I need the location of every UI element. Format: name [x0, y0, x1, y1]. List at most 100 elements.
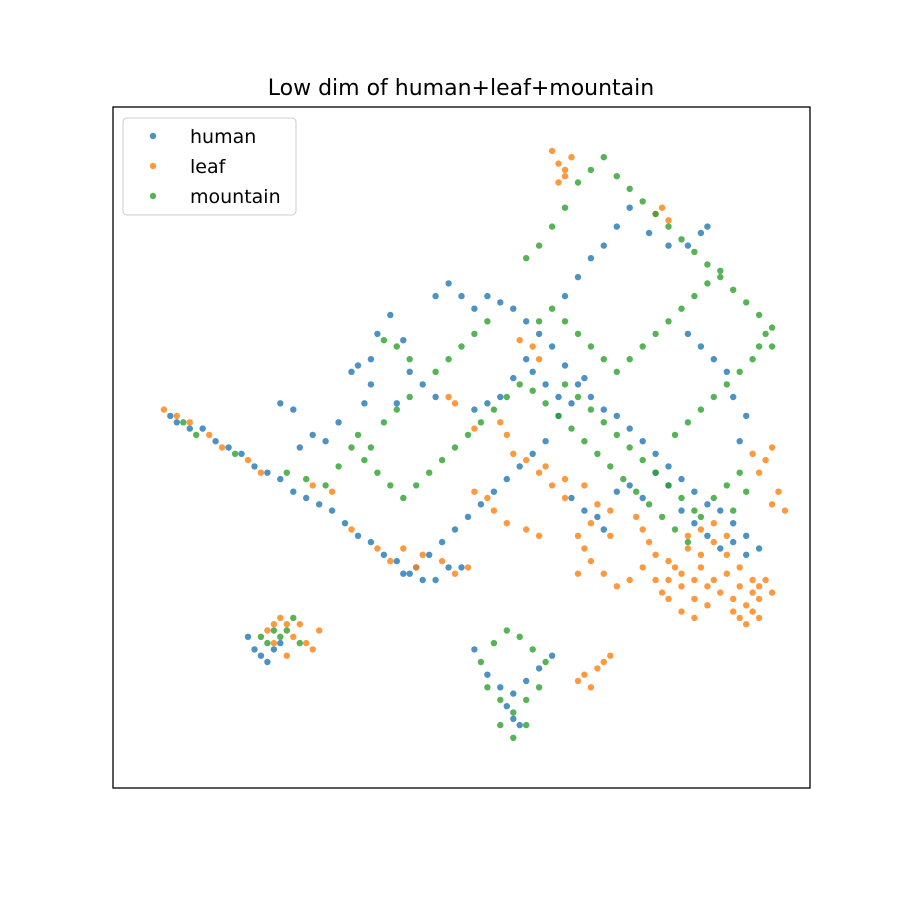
point-leaf-10: [374, 545, 381, 552]
point-human-47: [587, 393, 595, 401]
point-leaf-78: [561, 166, 569, 174]
point-human-87: [477, 501, 485, 508]
point-mountain-6: [335, 463, 342, 470]
point-human-66: [697, 343, 705, 350]
point-leaf-46: [749, 589, 756, 596]
point-human-11: [303, 494, 310, 502]
point-human-52: [652, 450, 659, 457]
point-leaf-60: [749, 608, 756, 615]
point-mountain-35: [710, 494, 717, 502]
point-human-124: [257, 652, 265, 659]
point-human-50: [626, 425, 633, 432]
point-leaf-129: [607, 652, 614, 659]
point-mountain-53: [691, 248, 698, 256]
point-leaf-72: [684, 532, 692, 539]
point-mountain-2: [231, 450, 239, 457]
point-human-53: [665, 463, 672, 470]
point-human-110: [730, 538, 737, 546]
point-human-135: [471, 406, 478, 413]
point-mountain-18: [490, 406, 498, 413]
point-mountain-60: [535, 318, 543, 325]
point-human-24: [296, 444, 303, 451]
point-human-2: [186, 425, 193, 432]
point-human-119: [503, 703, 510, 710]
point-mountain-7: [348, 444, 355, 451]
point-leaf-26: [484, 494, 491, 502]
point-leaf-23: [548, 482, 556, 489]
point-leaf-103: [445, 393, 452, 401]
point-human-79: [581, 374, 588, 382]
point-mountain-44: [574, 179, 582, 186]
point-leaf-71: [671, 564, 679, 571]
point-human-138: [510, 374, 517, 382]
point-leaf-58: [723, 570, 730, 577]
point-human-88: [464, 513, 472, 521]
point-mountain-82: [652, 469, 659, 476]
point-mountain-48: [626, 185, 633, 192]
point-leaf-53: [710, 538, 717, 546]
point-leaf-120: [283, 652, 290, 659]
point-mountain-10: [387, 482, 394, 489]
point-human-58: [730, 520, 737, 527]
point-human-30: [361, 400, 368, 407]
point-human-51: [639, 438, 646, 445]
point-leaf-87: [581, 482, 588, 489]
point-human-14: [341, 520, 349, 527]
point-mountain-36: [723, 482, 730, 489]
point-mountain-85: [691, 507, 698, 514]
point-leaf-27: [490, 507, 498, 514]
point-mountain-70: [665, 318, 672, 325]
point-leaf-66: [704, 602, 711, 609]
point-human-40: [497, 299, 504, 306]
point-human-111: [743, 551, 750, 558]
point-leaf-39: [665, 557, 672, 565]
point-mountain-86: [477, 658, 485, 666]
point-mountain-125: [736, 368, 743, 375]
point-human-113: [484, 671, 491, 678]
point-mountain-30: [645, 501, 653, 508]
point-mountain-98: [523, 721, 530, 729]
point-human-48: [600, 406, 607, 413]
point-human-72: [613, 223, 620, 230]
data-points: [160, 147, 789, 741]
point-leaf-116: [283, 621, 290, 628]
point-leaf-54: [697, 551, 705, 558]
point-leaf-30: [535, 532, 543, 539]
point-human-96: [555, 393, 562, 401]
point-leaf-42: [704, 583, 711, 590]
point-human-49: [613, 412, 620, 420]
point-mountain-95: [523, 696, 530, 704]
point-leaf-119: [303, 639, 310, 647]
point-human-130: [367, 381, 375, 388]
point-leaf-97: [665, 595, 672, 603]
point-mountain-24: [568, 425, 575, 432]
point-human-91: [426, 551, 433, 558]
point-mountain-74: [717, 267, 724, 274]
point-leaf-96: [652, 576, 659, 584]
point-mountain-21: [529, 387, 536, 394]
point-mountain-111: [484, 318, 491, 325]
point-mountain-33: [684, 538, 692, 546]
point-mountain-62: [561, 318, 569, 325]
point-leaf-3: [206, 431, 213, 439]
point-mountain-107: [432, 368, 439, 375]
point-mountain-75: [561, 381, 569, 388]
point-leaf-31: [574, 532, 582, 539]
point-leaf-127: [594, 665, 601, 672]
point-mountain-81: [639, 456, 646, 464]
point-mountain-31: [658, 513, 666, 521]
point-mountain-16: [464, 431, 472, 439]
point-leaf-40: [678, 570, 685, 577]
point-mountain-99: [510, 734, 517, 741]
point-leaf-7: [309, 482, 316, 489]
point-mountain-27: [607, 463, 614, 470]
point-human-18: [393, 557, 400, 565]
point-mountain-47: [613, 173, 620, 180]
point-mountain-113: [393, 343, 400, 350]
point-human-122: [244, 633, 252, 640]
point-human-42: [523, 318, 530, 325]
point-human-15: [354, 532, 362, 539]
point-human-80: [568, 400, 575, 407]
point-human-10: [290, 488, 297, 495]
point-leaf-12: [438, 557, 446, 565]
